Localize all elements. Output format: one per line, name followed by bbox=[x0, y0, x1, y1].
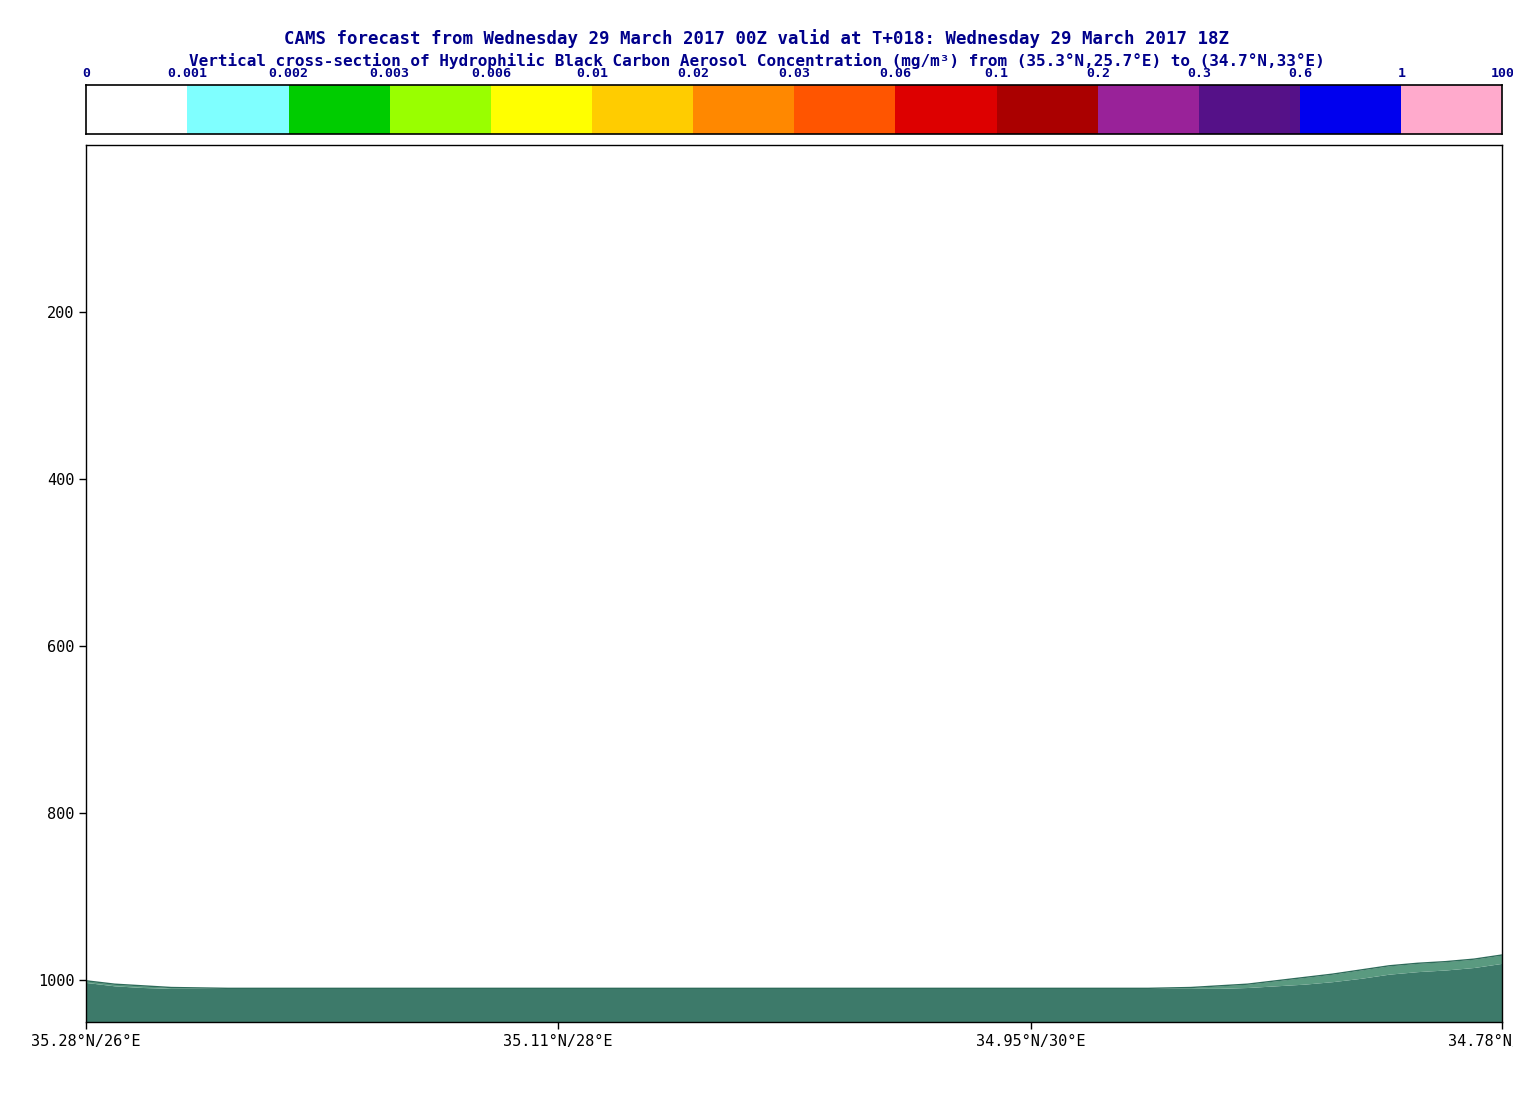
Bar bbox=[490, 85, 592, 134]
Bar bbox=[1098, 85, 1198, 134]
Bar bbox=[188, 85, 289, 134]
Bar bbox=[289, 85, 390, 134]
Text: 0: 0 bbox=[82, 67, 91, 80]
Text: 100: 100 bbox=[1490, 67, 1513, 80]
Text: 1: 1 bbox=[1396, 67, 1406, 80]
Bar bbox=[86, 85, 188, 134]
Text: CAMS forecast from Wednesday 29 March 2017 00Z valid at T+018: Wednesday 29 Marc: CAMS forecast from Wednesday 29 March 20… bbox=[284, 29, 1229, 47]
Text: 0.03: 0.03 bbox=[778, 67, 811, 80]
Text: 0.6: 0.6 bbox=[1288, 67, 1312, 80]
Bar bbox=[592, 85, 693, 134]
Text: 0.01: 0.01 bbox=[576, 67, 608, 80]
Bar bbox=[794, 85, 896, 134]
Bar bbox=[1198, 85, 1300, 134]
Text: Vertical cross-section of Hydrophilic Black Carbon Aerosol Concentration (mg/m³): Vertical cross-section of Hydrophilic Bl… bbox=[189, 53, 1324, 69]
Text: 0.006: 0.006 bbox=[471, 67, 511, 80]
Bar bbox=[1401, 85, 1502, 134]
Text: 0.2: 0.2 bbox=[1086, 67, 1111, 80]
Text: 0.001: 0.001 bbox=[168, 67, 207, 80]
Text: 0.06: 0.06 bbox=[879, 67, 911, 80]
Text: 0.002: 0.002 bbox=[268, 67, 309, 80]
Text: 0.3: 0.3 bbox=[1186, 67, 1210, 80]
Bar bbox=[1300, 85, 1401, 134]
Text: 0.003: 0.003 bbox=[369, 67, 410, 80]
Bar bbox=[693, 85, 794, 134]
Text: 0.1: 0.1 bbox=[985, 67, 1009, 80]
Bar bbox=[896, 85, 997, 134]
Bar bbox=[390, 85, 490, 134]
Text: 0.02: 0.02 bbox=[678, 67, 710, 80]
Bar bbox=[997, 85, 1098, 134]
